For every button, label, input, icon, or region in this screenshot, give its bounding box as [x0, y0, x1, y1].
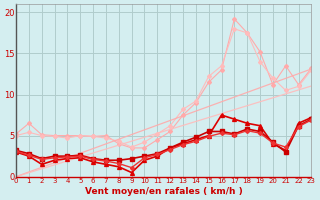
X-axis label: Vent moyen/en rafales ( km/h ): Vent moyen/en rafales ( km/h ) — [85, 187, 243, 196]
